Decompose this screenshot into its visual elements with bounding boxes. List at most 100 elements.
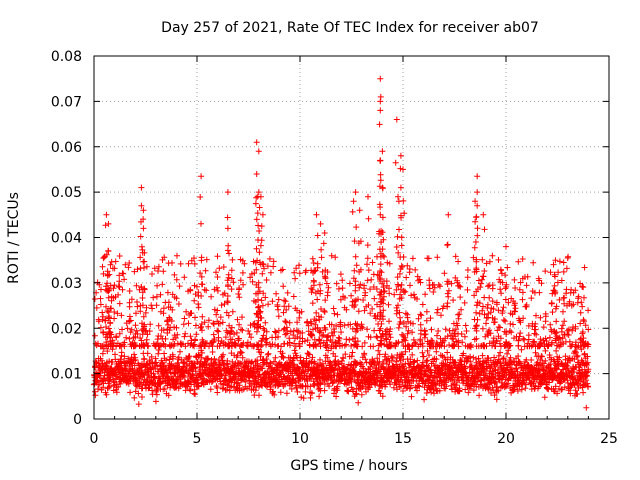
data-point [290,355,297,362]
data-point [207,386,214,393]
data-point [265,350,272,357]
data-point [191,390,198,397]
data-point [151,374,158,381]
y-tick-label: 0.02 [51,321,82,337]
data-point [233,380,240,387]
data-point [109,359,116,365]
data-point [204,356,211,363]
data-point [96,381,103,388]
data-point [390,384,397,391]
data-point [127,389,134,396]
data-point [181,360,188,367]
data-point [360,383,366,389]
data-point [279,353,286,360]
data-point [237,360,244,367]
data-point [332,365,339,372]
data-point [300,395,307,402]
data-point [288,386,295,392]
y-tick-label: 0.08 [51,49,82,65]
data-point [99,350,106,357]
data-point [414,387,420,394]
grid-layer [94,56,609,419]
data-point [239,354,246,361]
data-point [271,391,278,398]
data-point [224,360,231,367]
data-point [95,386,101,392]
data-point [424,347,431,354]
data-point [361,351,368,358]
data-point [105,384,112,391]
data-point [264,351,271,358]
data-point [343,365,350,372]
data-point [180,372,187,379]
data-point [398,374,405,381]
data-point [106,383,113,390]
data-point [270,388,277,395]
data-point [230,383,237,390]
data-point [199,349,205,356]
data-point [408,393,415,400]
data-point [416,383,423,390]
data-point [307,394,314,401]
data-point [152,373,158,380]
data-point [427,366,434,373]
data-point [294,388,301,395]
data-point [163,357,170,364]
data-point [358,391,365,398]
data-point [411,358,418,365]
y-tick-label: 0.06 [51,140,82,156]
data-point [212,359,219,366]
data-point [229,358,236,365]
data-point [333,393,340,400]
data-point [316,393,323,400]
y-tick-label: 0.04 [51,231,82,247]
data-point [208,357,215,363]
data-point [272,354,279,361]
data-point [423,358,430,365]
data-point [155,350,162,357]
data-point [148,353,155,360]
data-point [139,394,145,400]
data-point [291,347,298,354]
data-point [423,390,430,396]
data-point [92,364,98,371]
data-point [317,379,324,386]
data-point [354,360,361,367]
data-point [430,358,437,365]
data-point [136,381,143,388]
data-point [176,374,183,381]
data-point [141,355,148,362]
data-point [152,398,159,405]
data-point [214,389,221,396]
data-point [344,365,351,372]
data-point [421,396,428,403]
data-point [236,382,243,389]
data-point [238,349,245,356]
data-points-layer [90,75,592,411]
chart-title: Day 257 of 2021, Rate Of TEC Index for r… [161,20,539,36]
data-point [389,357,395,364]
data-point [308,389,315,396]
data-point [143,361,150,368]
data-point [334,383,341,390]
data-point [362,356,369,363]
data-point [441,354,448,361]
data-point [426,352,432,359]
data-point [113,389,120,396]
data-point [339,358,345,364]
data-point [376,351,383,358]
data-point [153,359,160,366]
data-point [283,390,290,397]
data-point [433,348,440,355]
data-point [164,370,171,377]
data-point [349,349,356,356]
x-tick-label: 5 [193,431,202,447]
data-point [209,349,216,355]
y-axis-label: ROTI / TECUs [6,192,22,284]
data-point [192,391,199,398]
x-tick-label: 10 [291,431,309,447]
data-point [420,353,427,360]
data-point [324,354,331,361]
